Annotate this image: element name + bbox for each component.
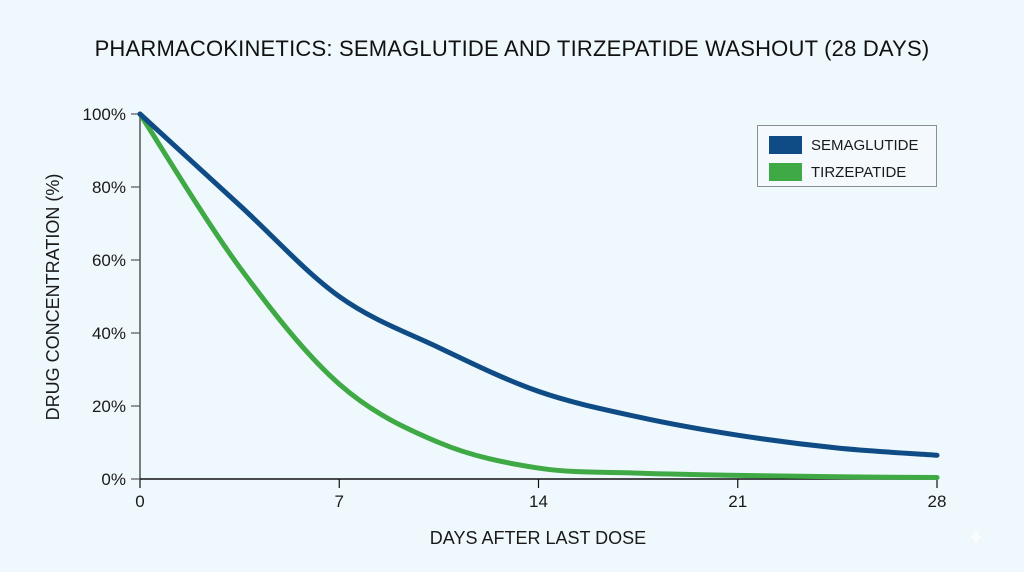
y-tick-label: 80% — [92, 178, 126, 197]
x-tick-label: 7 — [335, 492, 344, 511]
legend-item-semaglutide: SEMAGLUTIDE — [769, 135, 919, 155]
y-tick-label: 40% — [92, 324, 126, 343]
legend-item-tirzepatide: TIRZEPATIDE — [769, 162, 906, 182]
x-axis-label: DAYS AFTER LAST DOSE — [430, 528, 646, 548]
x-tick-label: 0 — [135, 492, 144, 511]
y-tick-label: 0% — [101, 470, 126, 489]
x-tick-label: 21 — [728, 492, 747, 511]
x-tick-label: 28 — [928, 492, 947, 511]
data-lines — [137, 111, 940, 481]
legend: SEMAGLUTIDE TIRZEPATIDE — [757, 125, 937, 187]
legend-label: SEMAGLUTIDE — [811, 136, 919, 154]
semaglutide-swatch — [769, 136, 802, 154]
legend-label: TIRZEPATIDE — [811, 163, 907, 181]
chart-title: PHARMACOKINETICS: SEMAGLUTIDE AND TIRZEP… — [94, 36, 930, 61]
y-tick-label: 20% — [92, 397, 126, 416]
y-tick-label: 60% — [92, 251, 126, 270]
x-tick-label: 14 — [529, 492, 548, 511]
axis-ticks: 0 7 14 21 28 0% 20% 40% 60% 80% 100% — [83, 105, 947, 511]
semaglutide-line — [137, 111, 940, 458]
y-axis-label: DRUG CONCENTRATION (%) — [43, 174, 63, 421]
sparkle-icon: ✦ — [966, 525, 986, 550]
tirzepatide-swatch — [769, 163, 802, 181]
y-tick-label: 100% — [83, 105, 126, 124]
tirzepatide-line — [137, 111, 940, 481]
